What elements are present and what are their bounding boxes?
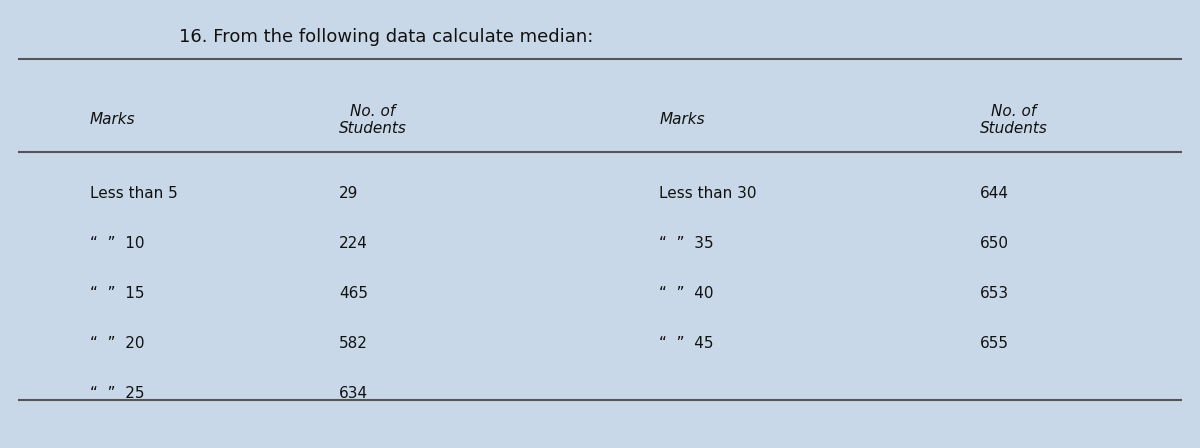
Text: 29: 29	[340, 186, 359, 201]
Text: 644: 644	[979, 186, 1008, 201]
Text: Marks: Marks	[90, 112, 136, 127]
Text: “  ”  10: “ ” 10	[90, 236, 144, 251]
Text: 465: 465	[340, 286, 368, 301]
Text: 655: 655	[979, 336, 1008, 351]
Text: 224: 224	[340, 236, 368, 251]
Text: 653: 653	[979, 286, 1009, 301]
Text: “  ”  35: “ ” 35	[659, 236, 714, 251]
Text: Marks: Marks	[659, 112, 704, 127]
Text: “  ”  40: “ ” 40	[659, 286, 714, 301]
Text: “  ”  45: “ ” 45	[659, 336, 714, 351]
Text: 16. From the following data calculate median:: 16. From the following data calculate me…	[179, 28, 594, 46]
Text: “  ”  15: “ ” 15	[90, 286, 144, 301]
Text: Less than 5: Less than 5	[90, 186, 178, 201]
Text: 650: 650	[979, 236, 1008, 251]
Text: Less than 30: Less than 30	[659, 186, 757, 201]
Text: 634: 634	[340, 386, 368, 401]
Text: No. of
Students: No. of Students	[340, 103, 407, 136]
Text: “  ”  25: “ ” 25	[90, 386, 144, 401]
Text: “  ”  20: “ ” 20	[90, 336, 144, 351]
Text: 582: 582	[340, 336, 368, 351]
Text: No. of
Students: No. of Students	[979, 103, 1048, 136]
